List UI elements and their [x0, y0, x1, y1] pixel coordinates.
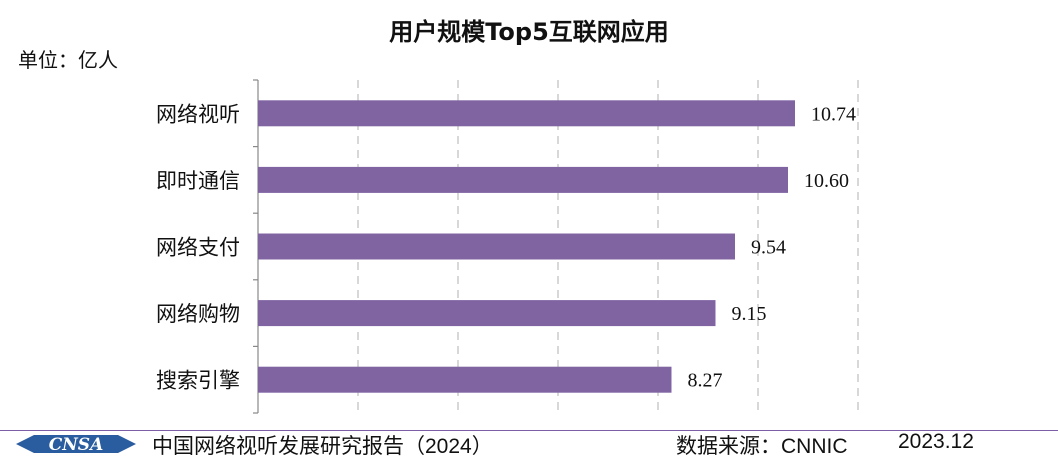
value-labels: 10.74 10.60 9.54 9.15 8.27 — [688, 103, 857, 391]
data-label: 9.15 — [732, 303, 767, 325]
bar — [258, 366, 672, 393]
data-label: 9.54 — [751, 237, 786, 259]
category-label: 即时通信 — [156, 169, 240, 193]
category-label: 网络购物 — [156, 302, 240, 326]
category-label: 网络支付 — [156, 236, 240, 260]
data-label: 10.74 — [811, 103, 856, 125]
report-date: 2023.12 — [898, 430, 974, 453]
category-label: 网络视听 — [156, 102, 240, 126]
bar — [258, 100, 795, 127]
logo-text: CNSA — [49, 435, 104, 455]
chart-title: 用户规模Top5互联网应用 — [389, 18, 669, 46]
source-label: 数据来源： — [676, 434, 781, 458]
data-source: 数据来源：CNNIC — [676, 430, 848, 460]
report-title: 中国网络视听发展研究报告（2024） — [152, 434, 493, 458]
category-label: 搜索引擎 — [156, 369, 240, 393]
bar — [258, 300, 716, 327]
unit-label: 单位：亿人 — [18, 48, 118, 72]
data-label: 10.60 — [804, 170, 849, 192]
bar-chart: 10.74 10.60 9.54 9.15 8.27 网络视听即时通信网络支付网络购物搜… — [156, 79, 859, 414]
footer-divider — [0, 430, 1058, 431]
bars — [258, 100, 795, 393]
bar — [258, 233, 735, 260]
report-year: （2024） — [404, 435, 493, 458]
y-axis — [253, 79, 259, 414]
bar — [258, 166, 788, 193]
source-value: CNNIC — [781, 435, 848, 458]
data-label: 8.27 — [688, 370, 723, 392]
cnsa-logo: CNSA — [16, 435, 136, 455]
